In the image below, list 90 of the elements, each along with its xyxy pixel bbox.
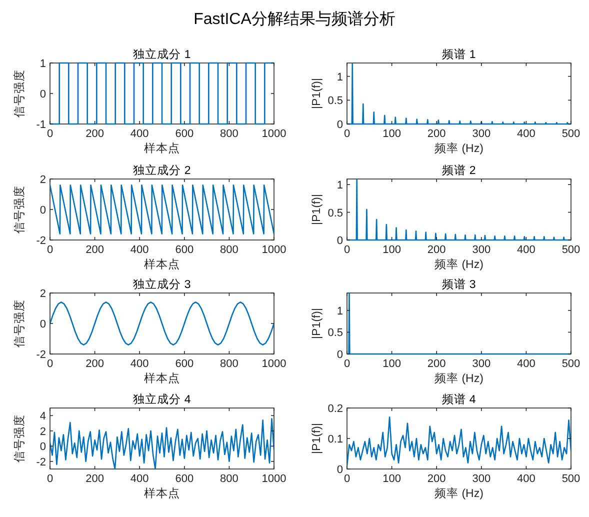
- chart-title: 独立成分 2: [133, 163, 191, 177]
- y-tick-label: 0.5: [328, 327, 343, 340]
- x-tick-label: 300: [472, 358, 491, 370]
- x-tick-label: 400: [130, 128, 149, 140]
- y-tick-label: 0: [336, 464, 343, 476]
- x-tick-label: 800: [220, 128, 238, 140]
- y-tick-label: -2: [36, 235, 46, 247]
- x-axis-title: 频率 (Hz): [434, 371, 484, 385]
- x-tick-label: 800: [220, 358, 238, 370]
- y-tick-label: 2: [40, 288, 46, 300]
- x-tick-label: 500: [562, 358, 580, 370]
- y-tick-label: 1: [336, 180, 343, 192]
- x-axis-title: 频率 (Hz): [434, 257, 484, 271]
- y-tick-label: 0: [336, 349, 343, 361]
- x-tick-label: 200: [86, 473, 104, 485]
- x-tick-label: 500: [562, 128, 580, 140]
- y-axis-title: |P1(f)|: [311, 308, 323, 339]
- x-tick-label: 200: [86, 128, 104, 140]
- x-tick-label: 100: [382, 358, 401, 370]
- y-tick-label: 0.1: [328, 434, 343, 446]
- y-axis-title: 信号强度: [12, 300, 26, 348]
- x-tick-label: 500: [562, 473, 580, 485]
- x-tick-label: 300: [472, 128, 491, 140]
- x-tick-label: 300: [472, 244, 491, 256]
- x-axis-title: 频率 (Hz): [434, 141, 484, 155]
- x-tick-label: 200: [427, 128, 446, 140]
- y-axis-title: 信号强度: [12, 414, 26, 462]
- x-tick-label: 400: [517, 244, 536, 256]
- x-tick-label: 400: [517, 128, 536, 140]
- chart-title: 频谱 1: [442, 47, 476, 61]
- x-tick-label: 200: [86, 244, 104, 256]
- x-tick-label: 200: [427, 473, 446, 485]
- x-tick-label: 600: [175, 128, 194, 140]
- x-tick-label: 100: [382, 473, 401, 485]
- chart-title: 频谱 3: [442, 277, 476, 291]
- x-axis-title: 样本点: [144, 372, 180, 385]
- x-tick-label: 800: [220, 244, 238, 256]
- x-tick-label: 200: [86, 358, 104, 370]
- x-tick-label: 500: [562, 244, 580, 256]
- x-tick-label: 800: [220, 473, 238, 485]
- y-axis-title: |P1(f)|: [311, 194, 323, 225]
- x-tick-label: 400: [517, 473, 536, 485]
- x-tick-label: 200: [427, 244, 446, 256]
- chart-title: 频谱 4: [442, 392, 476, 406]
- chart-title: 独立成分 1: [133, 47, 191, 61]
- x-tick-label: 200: [427, 358, 446, 370]
- x-axis-title: 样本点: [144, 258, 180, 271]
- x-tick-label: 300: [472, 473, 491, 485]
- x-tick-label: 100: [382, 128, 401, 140]
- x-tick-label: 400: [517, 358, 536, 370]
- x-tick-label: 1000: [262, 128, 286, 140]
- y-tick-label: 0: [40, 441, 46, 454]
- y-tick-label: 1: [336, 71, 343, 84]
- y-axis-title: 信号强度: [12, 186, 26, 234]
- y-tick-label: 0.5: [328, 207, 343, 220]
- y-tick-label: 2: [40, 174, 46, 186]
- y-tick-label: 0: [40, 318, 46, 330]
- y-tick-label: 0: [40, 204, 46, 216]
- x-tick-label: 100: [382, 244, 401, 256]
- x-tick-label: 1000: [262, 358, 286, 370]
- y-tick-label: 4: [40, 410, 46, 423]
- y-tick-label: -1: [36, 119, 46, 131]
- y-axis-title: |P1(f)|: [311, 78, 323, 109]
- y-tick-label: -2: [36, 456, 46, 468]
- x-tick-label: 400: [130, 473, 149, 485]
- x-tick-label: 600: [175, 473, 194, 485]
- x-axis-title: 频率 (Hz): [434, 486, 484, 500]
- x-axis-title: 样本点: [144, 487, 180, 500]
- x-tick-label: 600: [175, 358, 194, 370]
- y-tick-label: -2: [36, 349, 46, 361]
- y-tick-label: 0: [336, 119, 343, 131]
- x-tick-label: 400: [130, 244, 149, 256]
- text: FastICA分解结果与频谱分析: [194, 10, 396, 28]
- chart-title: 独立成分 3: [133, 277, 191, 291]
- x-tick-label: 1000: [262, 473, 286, 485]
- y-axis-title: |P1(f)|: [311, 423, 323, 454]
- y-tick-label: 0: [336, 235, 343, 247]
- x-tick-label: 1000: [262, 244, 286, 256]
- y-tick-label: 0: [40, 88, 46, 100]
- y-tick-label: 0.2: [328, 403, 343, 415]
- x-tick-label: 400: [130, 358, 149, 370]
- x-axis-title: 样本点: [144, 142, 180, 155]
- x-tick-label: 600: [175, 244, 194, 256]
- chart-title: 独立成分 4: [133, 392, 192, 406]
- y-axis-title: 信号强度: [12, 70, 26, 118]
- y-tick-label: 1: [336, 305, 343, 318]
- y-tick-label: 2: [40, 426, 46, 438]
- y-tick-label: 1: [40, 58, 46, 70]
- chart-title: 频谱 2: [442, 163, 476, 177]
- y-tick-label: 0.5: [328, 95, 343, 108]
